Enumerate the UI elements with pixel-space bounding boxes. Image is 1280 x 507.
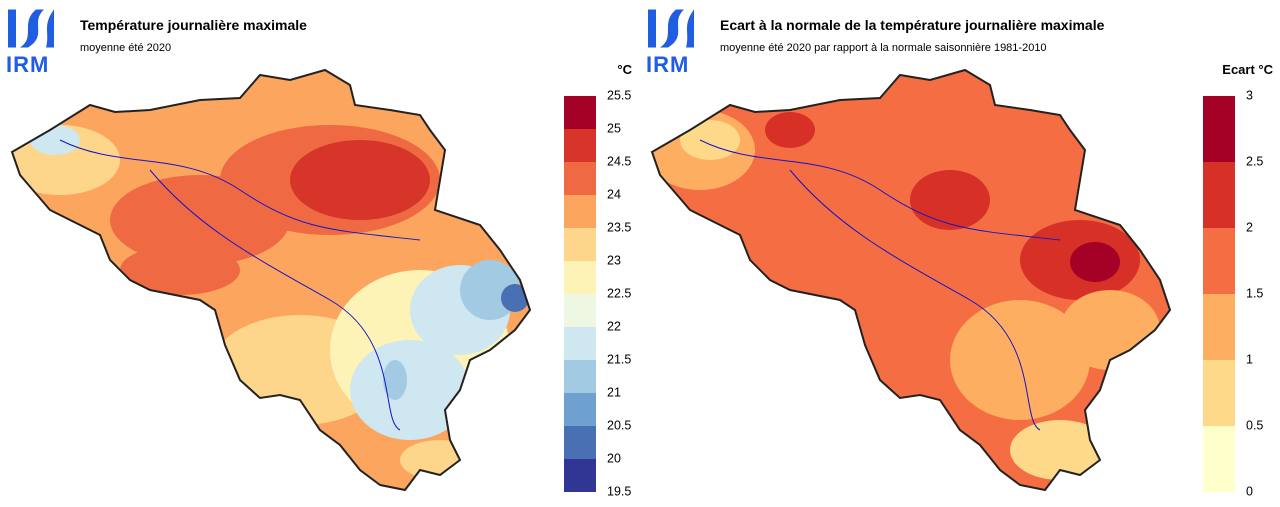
legend-tick-label: 1: [1246, 352, 1253, 366]
legend-swatch: [564, 294, 596, 327]
legend-swatch: [564, 360, 596, 393]
legend-tick-label: 25.5: [607, 88, 631, 102]
legend-swatch: [1203, 96, 1235, 162]
legend-tick-label: 20.5: [607, 418, 631, 432]
logo-mark: [648, 9, 694, 48]
legend-swatch: [564, 261, 596, 294]
title: Température journalière maximale: [80, 17, 307, 33]
legend-tick-label: 22.5: [607, 286, 631, 300]
legend-swatch: [564, 129, 596, 162]
legend-tick-label: 2: [1246, 220, 1253, 234]
legend-tick-label: 3: [1246, 88, 1253, 102]
legend-swatch: [564, 96, 596, 129]
legend-swatch: [1203, 162, 1235, 228]
map: [12, 70, 530, 490]
legend-tick-label: 21.5: [607, 352, 631, 366]
legend-tick-label: 21: [607, 385, 621, 399]
legend-swatch: [564, 327, 596, 360]
river: [59, 139, 421, 431]
legend-tick-label: 20: [607, 451, 621, 465]
title: Ecart à la normale de la température jou…: [720, 17, 1105, 33]
subtitle: moyenne été 2020: [80, 42, 171, 54]
legend-tick-label: 23: [607, 253, 621, 267]
logo-text: IRM: [6, 52, 49, 77]
legend-tick-label: 19.5: [607, 484, 631, 498]
legend-swatch: [1203, 426, 1235, 492]
legend-tick-label: 22: [607, 319, 621, 333]
legend-swatch: [564, 195, 596, 228]
legend-swatch: [564, 459, 596, 492]
border: [650, 68, 1172, 492]
legend-swatch: [564, 393, 596, 426]
legend-swatch: [564, 228, 596, 261]
panel: IRM Ecart à la normale de la température…: [646, 9, 1172, 492]
legend-tick-label: 23.5: [607, 220, 631, 234]
border: [10, 68, 532, 492]
legend-tick-label: 24: [607, 187, 621, 201]
logo-text: IRM: [646, 52, 689, 77]
legend-swatch: [564, 162, 596, 195]
legend-swatch: [1203, 228, 1235, 294]
subtitle: moyenne été 2020 par rapport à la normal…: [720, 42, 1047, 54]
legend-tick-label: 24.5: [607, 154, 631, 168]
legend-tick-label: 1.5: [1246, 286, 1263, 300]
legend-swatch: [1203, 360, 1235, 426]
legend-tick-label: 25: [607, 121, 621, 135]
legend-swatch: [1203, 294, 1235, 360]
legend-unit: Ecart °C: [1222, 62, 1273, 77]
legend-unit: °C: [617, 62, 632, 77]
legend-tick-label: 0.5: [1246, 418, 1263, 432]
panel: IRM Température journalière maximale moy…: [6, 9, 532, 492]
legend-tick-label: 2.5: [1246, 154, 1263, 168]
river: [699, 139, 1061, 431]
legend-swatch: [564, 426, 596, 459]
map: [652, 70, 1170, 490]
legend-tick-label: 0: [1246, 484, 1253, 498]
logo-mark: [8, 9, 54, 48]
